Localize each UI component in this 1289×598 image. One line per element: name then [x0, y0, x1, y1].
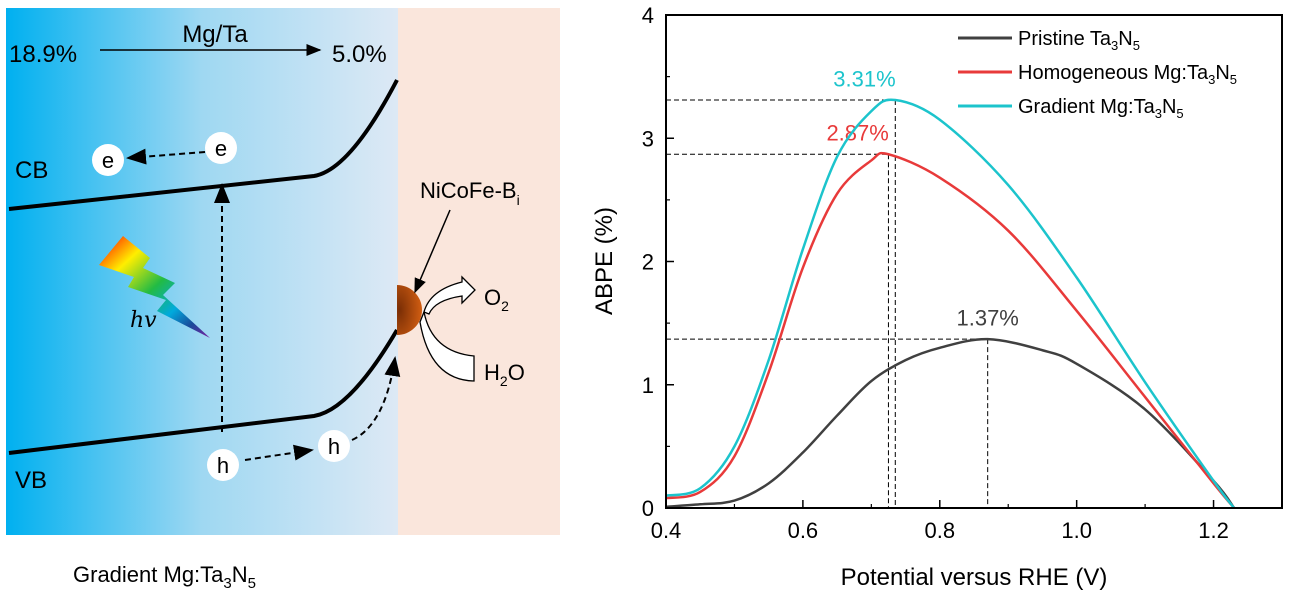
- ratio-start: 18.9%: [9, 41, 77, 68]
- ratio-label: Mg/Ta: [182, 21, 248, 48]
- photon-label: hv: [130, 308, 157, 333]
- band-diagram: 18.9% Mg/Ta 5.0% CB VB e e h h hv NiCoFe…: [6, 8, 560, 592]
- series-line-1: [665, 151, 1236, 509]
- peak-label: 3.31%: [833, 66, 895, 91]
- water-input-arrow: [419, 309, 475, 382]
- hole-1: h: [207, 449, 239, 481]
- legend-text: N: [1215, 62, 1229, 84]
- legend-entry: Pristine Ta3N5: [1018, 28, 1140, 53]
- legend-text: Homogeneous Mg:Ta: [1018, 62, 1209, 84]
- series-line-0: [665, 337, 1236, 509]
- electron-transfer-arrow: [126, 148, 206, 165]
- legend-text: N: [1162, 96, 1176, 118]
- electron-2: e: [205, 132, 237, 164]
- x-tick-label: 1.2: [1198, 518, 1229, 543]
- legend-text: 5: [1230, 72, 1237, 87]
- diagram-caption: Gradient Mg:Ta3N5: [73, 562, 256, 592]
- hole-2: h: [318, 430, 350, 462]
- svg-text:e: e: [102, 148, 114, 173]
- x-tick-label: 0.6: [788, 518, 819, 543]
- reactant-label: H2O: [484, 360, 525, 389]
- peak-guides: [666, 99, 989, 508]
- peak-label: 1.37%: [956, 306, 1018, 331]
- legend-text: Pristine Ta: [1018, 28, 1112, 50]
- y-tick-label: 2: [642, 250, 654, 275]
- cb-label: CB: [15, 157, 48, 184]
- catalyst-label: NiCoFe-Bi: [420, 178, 520, 208]
- valence-band: [8, 328, 399, 455]
- y-tick-label: 4: [642, 3, 654, 28]
- x-tick-label: 0.4: [651, 518, 682, 543]
- legend-entry: Gradient Mg:Ta3N5: [1018, 96, 1184, 121]
- vb-label: VB: [15, 467, 47, 494]
- lightning-icon: [99, 236, 210, 338]
- y-axis-label: ABPE (%): [591, 207, 618, 315]
- x-axis-label: Potential versus RHE (V): [841, 564, 1108, 591]
- ratio-end: 5.0%: [332, 41, 387, 68]
- x-tick-label: 1.0: [1061, 518, 1092, 543]
- legend-text: 3: [1155, 106, 1162, 121]
- axis-ticks: 0.4 0.6 0.8 1.0 1.2 0 1 2 3 4: [642, 3, 1229, 543]
- legend-text: 3: [1208, 72, 1215, 87]
- svg-text:h: h: [328, 434, 340, 459]
- abpe-chart: 1.37%2.87%3.31% 0.4 0.6 0.8 1.0 1.2 0 1 2 3 4 Pot…: [591, 3, 1283, 591]
- x-tick-label: 0.8: [924, 518, 955, 543]
- legend-entry: Homogeneous Mg:Ta3N5: [1018, 62, 1237, 87]
- legend-text: 3: [1111, 38, 1118, 53]
- catalyst-particle: [397, 285, 422, 335]
- electrolyte-region: [398, 8, 560, 535]
- series-lines: 1.37%2.87%3.31%: [665, 66, 1236, 509]
- series-line-2: [665, 98, 1236, 509]
- product-label: O2: [484, 285, 509, 314]
- hole-injection-arrow: [351, 356, 401, 441]
- svg-text:h: h: [217, 453, 229, 478]
- legend-text: N: [1118, 28, 1132, 50]
- legend-text: Gradient Mg:Ta: [1018, 96, 1156, 118]
- electron-1: e: [92, 144, 124, 176]
- legend-text: 5: [1133, 38, 1140, 53]
- plot-frame: [665, 14, 1283, 509]
- catalyst-pointer: [414, 209, 451, 294]
- conduction-band: [8, 79, 399, 211]
- y-tick-label: 3: [642, 126, 654, 151]
- oxygen-evolution-arrow: [423, 275, 476, 315]
- svg-text:e: e: [215, 136, 227, 161]
- y-tick-label: 1: [642, 373, 654, 398]
- legend-text: 5: [1176, 106, 1183, 121]
- y-tick-label: 0: [642, 496, 654, 521]
- hole-transfer-arrow: [244, 444, 314, 461]
